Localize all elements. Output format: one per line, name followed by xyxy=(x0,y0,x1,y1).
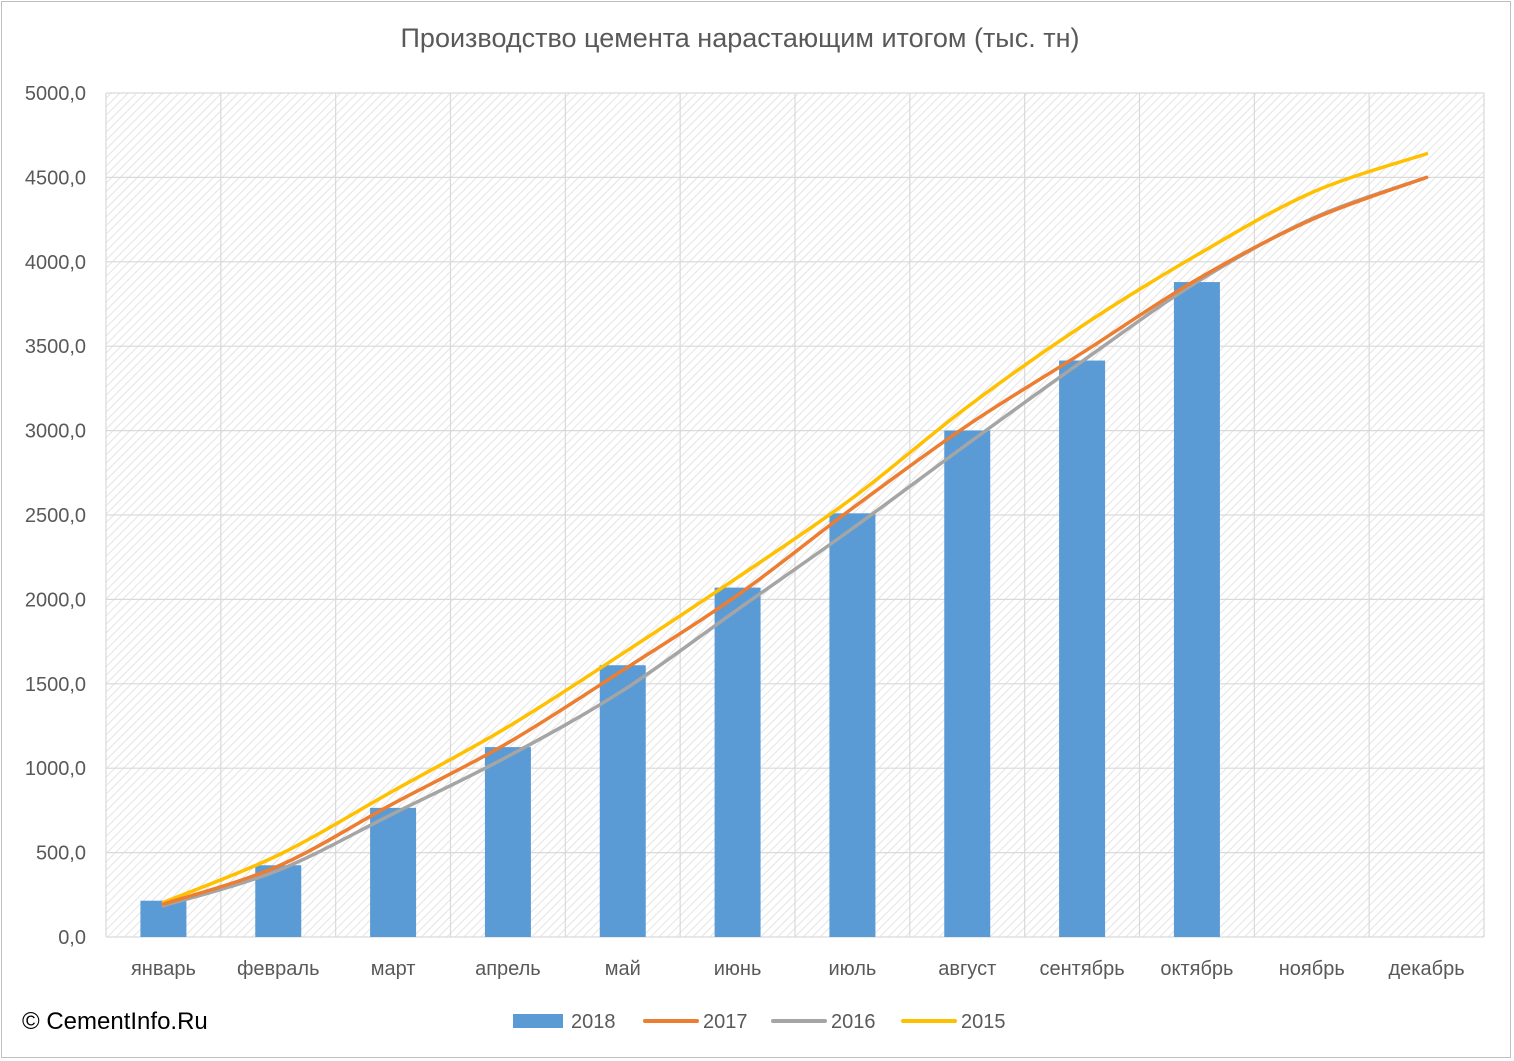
line-2017 xyxy=(161,175,1429,906)
x-tick-label: июль xyxy=(829,958,877,980)
y-tick-label: 4500,0 xyxy=(25,167,86,189)
bar-2018-август xyxy=(944,430,991,937)
y-tick-label: 4000,0 xyxy=(25,252,86,274)
bar-2018-октябрь xyxy=(1173,282,1220,937)
x-tick-label: август xyxy=(938,958,996,980)
x-axis-ticks: январь февраль март апрель май июнь июль август… xyxy=(131,958,1465,980)
gridlines xyxy=(105,92,1485,938)
bar-2018-сентябрь xyxy=(1059,360,1106,938)
y-tick-label: 3500,0 xyxy=(25,336,86,358)
bar-2018-апрель xyxy=(484,747,531,937)
line-series xyxy=(161,152,1429,908)
y-tick-label: 5000,0 xyxy=(25,83,86,105)
copyright-text: © CementInfo.Ru xyxy=(22,1008,208,1035)
legend-label-2018: 2018 xyxy=(571,1011,616,1033)
bar-2018-май xyxy=(599,665,646,937)
bar-2018-март xyxy=(370,807,417,937)
y-tick-label: 1000,0 xyxy=(25,758,86,780)
x-tick-label: сентябрь xyxy=(1040,958,1125,980)
x-tick-label: июнь xyxy=(714,958,762,980)
y-tick-label: 3000,0 xyxy=(25,421,86,443)
legend-label-2016: 2016 xyxy=(831,1011,876,1033)
y-tick-label: 0,0 xyxy=(58,927,86,949)
x-tick-label: февраль xyxy=(237,958,320,980)
x-tick-label: ноябрь xyxy=(1279,958,1345,980)
x-tick-label: май xyxy=(605,958,641,980)
bar-2018-июль xyxy=(829,513,876,937)
x-tick-label: апрель xyxy=(475,958,541,980)
y-tick-label: 2500,0 xyxy=(25,505,86,527)
x-tick-label: март xyxy=(371,958,416,980)
y-tick-label: 2000,0 xyxy=(25,589,86,611)
x-tick-label: октябрь xyxy=(1160,958,1233,980)
y-tick-label: 1500,0 xyxy=(25,674,86,696)
bar-series xyxy=(140,282,1220,938)
x-tick-label: декабрь xyxy=(1389,958,1465,980)
chart-title: Производство цемента нарастающим итогом … xyxy=(401,23,1080,53)
bar-2018-июнь xyxy=(714,587,761,937)
y-tick-label: 500,0 xyxy=(36,843,86,865)
legend-label-2015: 2015 xyxy=(961,1011,1006,1033)
legend-swatch-2018 xyxy=(513,1014,563,1028)
y-axis-ticks: 0,0 500,0 1000,0 1500,0 2000,0 2500,0 3000,0 35… xyxy=(25,83,86,949)
x-tick-label: январь xyxy=(131,958,196,980)
legend-label-2017: 2017 xyxy=(703,1011,748,1033)
line-2015 xyxy=(161,152,1429,905)
legend: 2018 2017 2016 2015 xyxy=(513,1011,1006,1033)
